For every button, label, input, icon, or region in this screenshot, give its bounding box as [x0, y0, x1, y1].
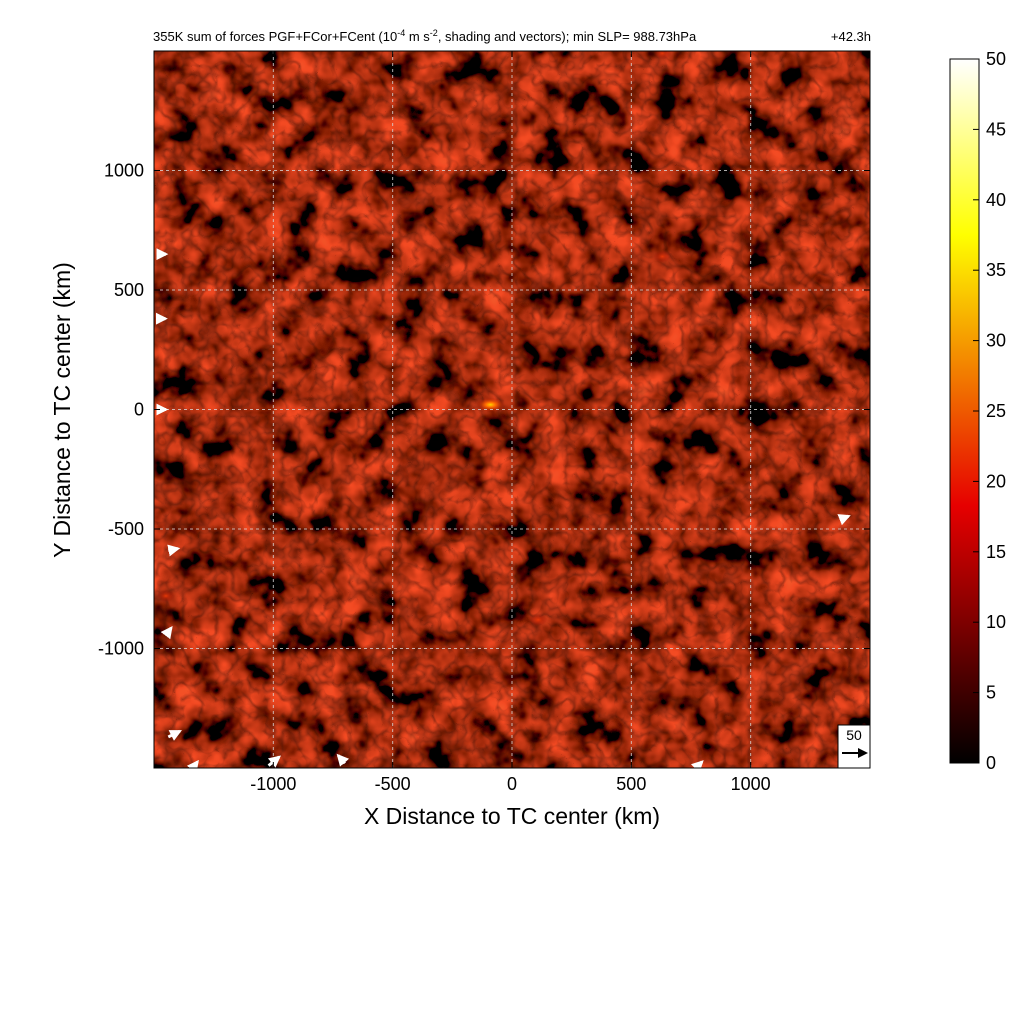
- x-tick-label-4: 500: [616, 774, 646, 794]
- title-exponent: -4: [397, 28, 405, 38]
- reference-vector: 50: [837, 724, 871, 769]
- y-axis: -1000 -500 0 500 1000: [98, 161, 870, 659]
- hotspot-4: [653, 250, 672, 263]
- colorbar-tick-label-8: 35: [986, 260, 1006, 280]
- colorbar-tick-label-5: 20: [986, 471, 1006, 491]
- reference-vector-label: 50: [846, 727, 862, 743]
- y-tick-label-4: 500: [114, 280, 144, 300]
- hotspot-2: [529, 613, 548, 626]
- hotspot-1: [476, 397, 505, 412]
- colorbar-tick-label-11: 50: [986, 49, 1006, 69]
- force-vector-2: [167, 729, 182, 741]
- x-tick-label-1: -1000: [250, 774, 296, 794]
- chart-title: 355K sum of forces PGF+FCor+FCent (10-4 …: [153, 28, 697, 44]
- hotspot-5: [653, 51, 672, 60]
- x-axis: -1000 -500 0 500 1000: [250, 51, 771, 794]
- colorbar-tick-label-2: 5: [986, 683, 996, 703]
- colorbar-ticks: 0 5 10 15 20 25 30 35 40 45 50: [973, 49, 1006, 773]
- y-tick-label-3: 0: [134, 400, 144, 420]
- colorbar-tick-label-10: 45: [986, 119, 1006, 139]
- gridlines: [154, 51, 870, 768]
- force-vector-5: [186, 759, 199, 768]
- hotspots: [156, 51, 672, 626]
- plot-area: [154, 51, 870, 768]
- hotspot-3: [156, 589, 175, 602]
- y-tick-label-1: -1000: [98, 639, 144, 659]
- title-main: 355K sum of forces PGF+FCor+FCent (10: [153, 29, 397, 44]
- colorbar-tick-label-1: 0: [986, 753, 996, 773]
- reference-vector-box: [837, 724, 871, 769]
- title-rest: , shading and vectors); min SLP= 988.73h…: [438, 29, 697, 44]
- force-vector-3: [267, 755, 281, 768]
- colorbar-tick-label-3: 10: [986, 612, 1006, 632]
- colorbar-tick-label-9: 40: [986, 190, 1006, 210]
- force-vector-1: [167, 544, 181, 557]
- force-vector-6: [690, 760, 704, 768]
- x-tick-label-5: 1000: [731, 774, 771, 794]
- forecast-time: +42.3h: [831, 29, 871, 44]
- y-axis-title: Y Distance to TC center (km): [49, 262, 75, 558]
- x-tick-label-2: -500: [375, 774, 411, 794]
- colorbar-tick-label-4: 15: [986, 542, 1006, 562]
- force-vectors: [155, 248, 851, 768]
- force-vector-7: [160, 626, 173, 640]
- force-vector-11: [837, 514, 851, 526]
- colorbar-tick-label-6: 25: [986, 401, 1006, 421]
- x-tick-label-3: 0: [507, 774, 517, 794]
- x-axis-title: X Distance to TC center (km): [364, 803, 660, 829]
- title-exponent-2: -2: [430, 28, 438, 38]
- y-tick-label-2: -500: [108, 519, 144, 539]
- colorbar: 0 5 10 15 20 25 30 35 40 45 50: [949, 49, 1006, 773]
- colorbar-tick-label-7: 30: [986, 331, 1006, 351]
- force-vector-4: [336, 753, 350, 767]
- title-units: m s: [405, 29, 430, 44]
- y-tick-label-5: 1000: [104, 161, 144, 181]
